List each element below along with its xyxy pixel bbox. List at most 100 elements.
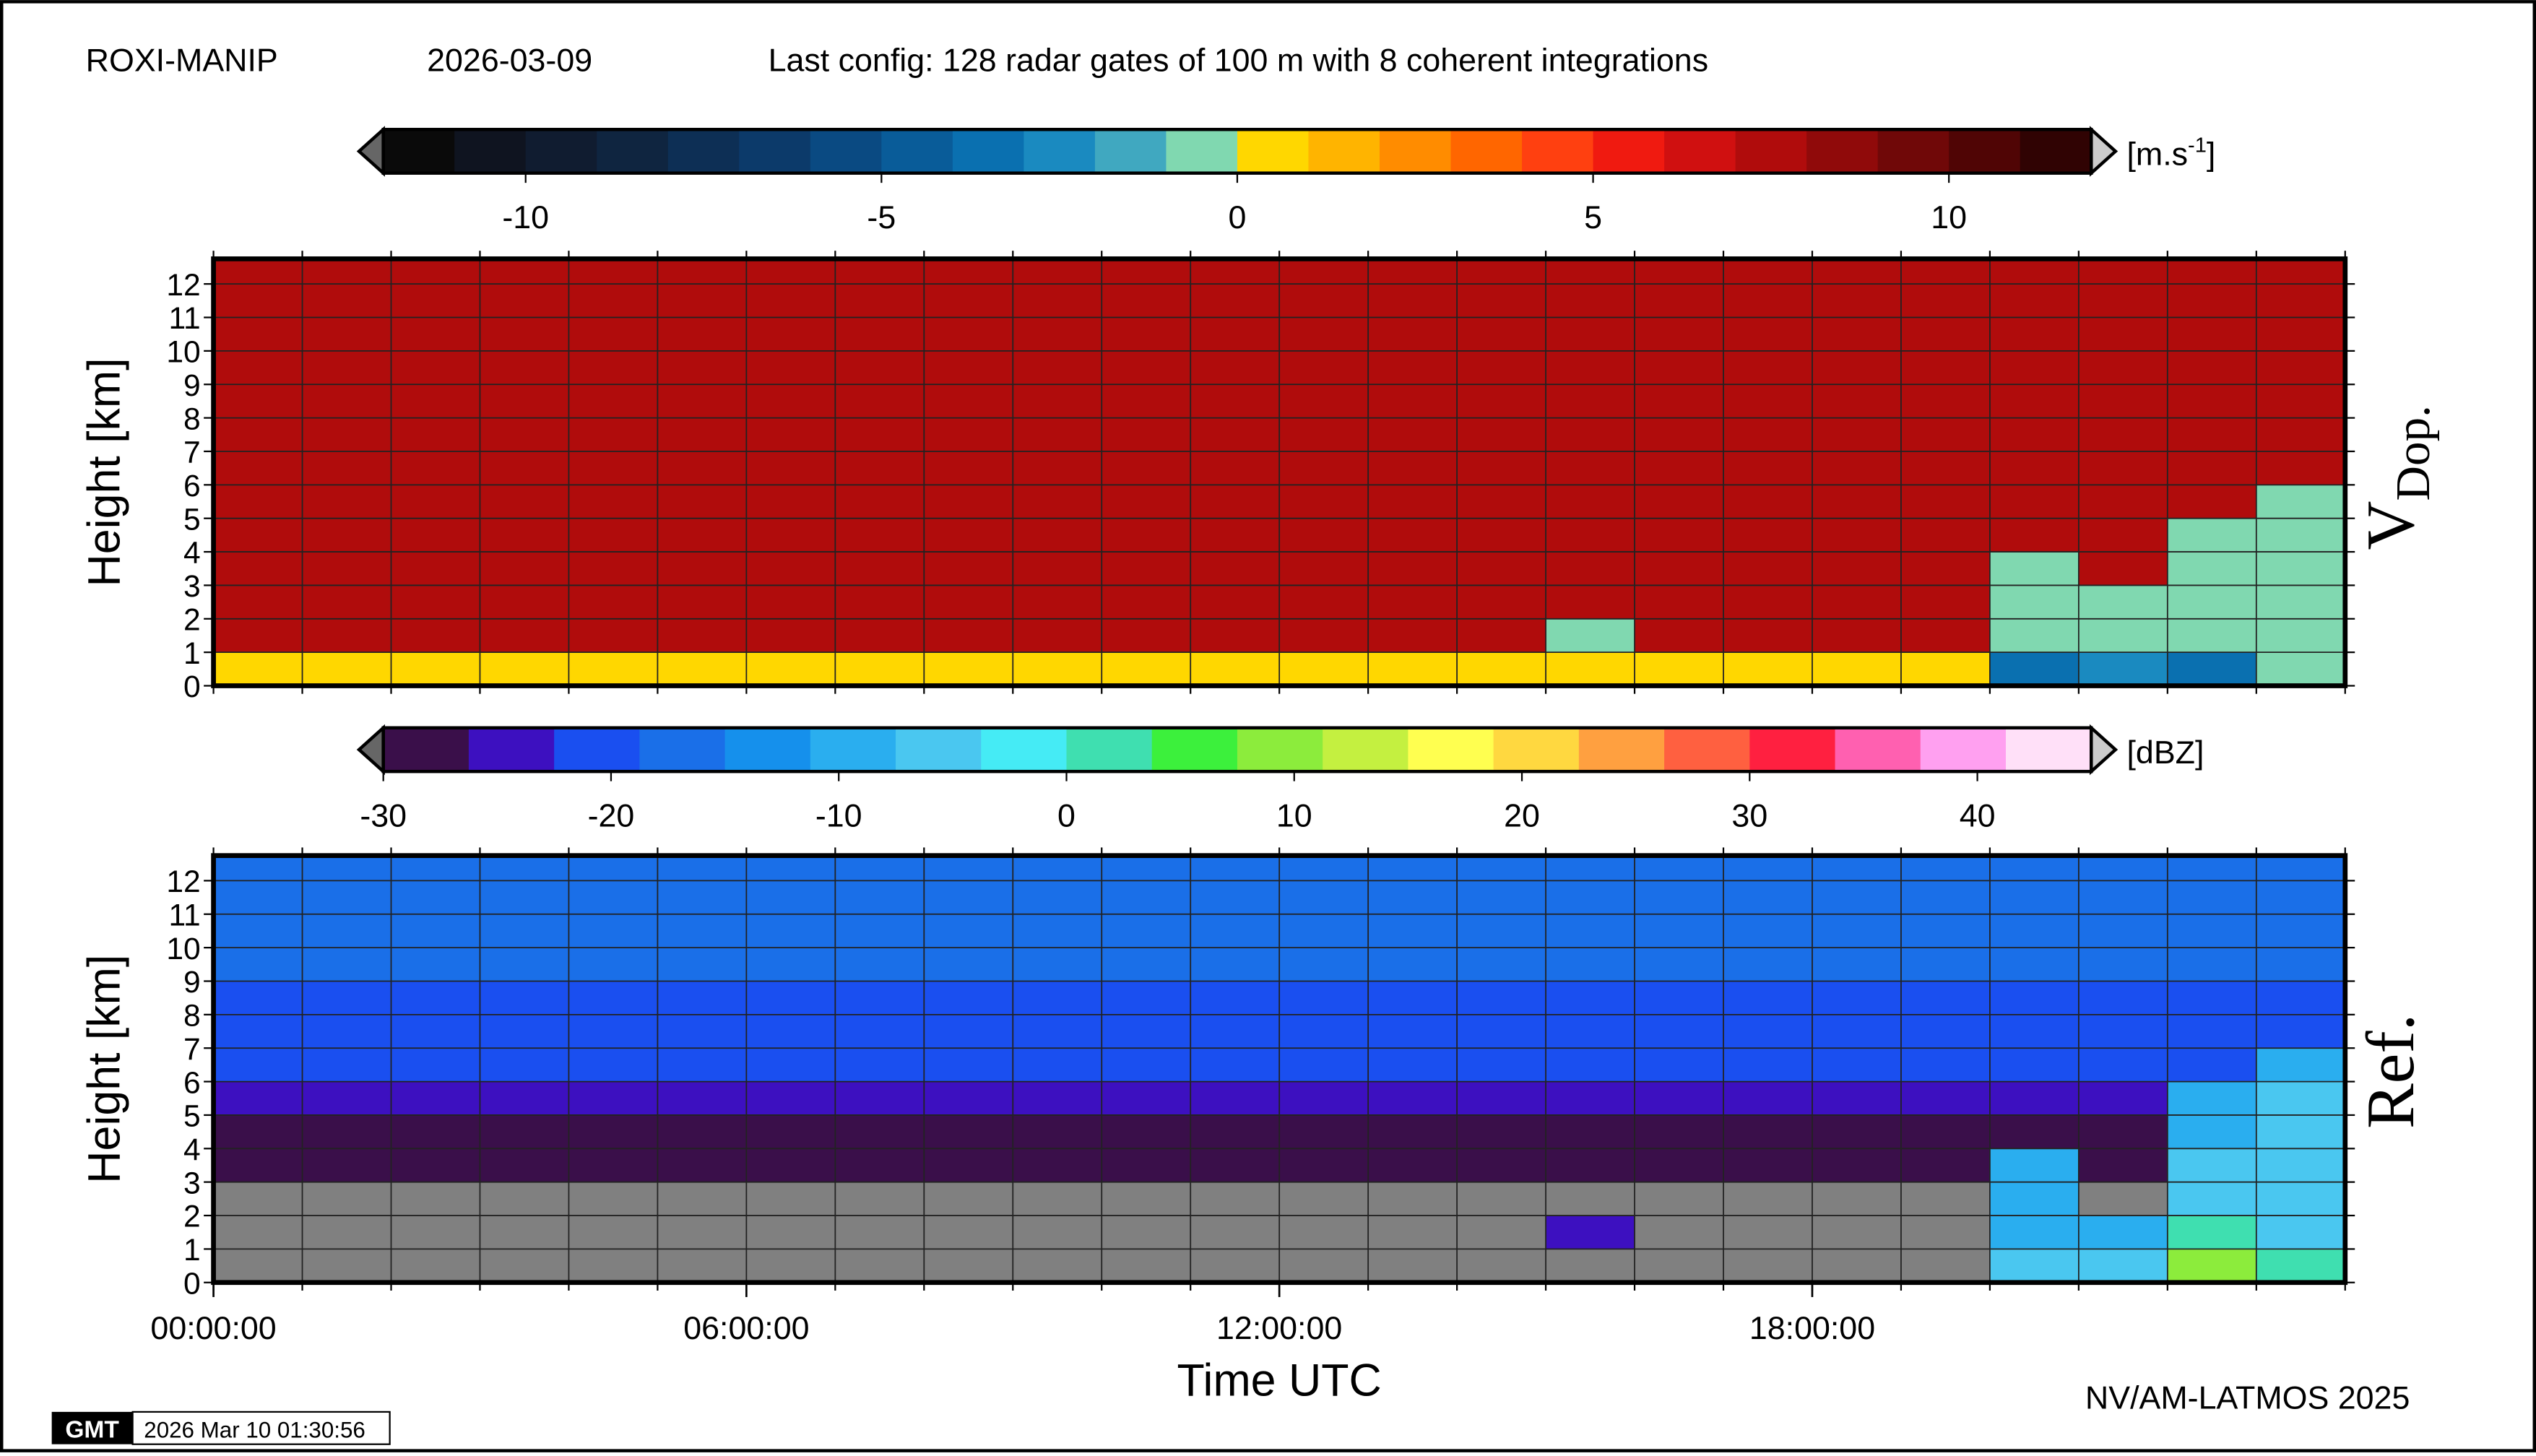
cell: [391, 1014, 481, 1049]
cell: [746, 855, 836, 882]
cell: [2256, 652, 2346, 687]
cell: [746, 652, 836, 687]
cell: [1989, 1114, 2080, 1149]
cell: [1723, 618, 1813, 653]
cell: [924, 914, 1013, 948]
cell: [480, 451, 570, 486]
cell: [2078, 485, 2168, 519]
cell: [1190, 948, 1280, 982]
cell: [1635, 981, 1724, 1015]
cell: [835, 855, 925, 882]
colorbar-tick-label: -10: [502, 199, 549, 235]
colorbar-tick-label: 10: [1276, 797, 1312, 833]
cell: [746, 1148, 836, 1183]
cell: [302, 981, 392, 1015]
cell: [480, 317, 570, 352]
cell: [1102, 317, 1191, 352]
credit: NV/AM-LATMOS 2025: [2085, 1379, 2410, 1416]
cell: [1102, 880, 1191, 915]
colorbar-tick-label: -20: [588, 797, 635, 833]
cell: [2256, 618, 2346, 653]
cell: [1812, 948, 1902, 982]
cell: [924, 948, 1013, 982]
cell: [1546, 855, 1635, 882]
cell: [2078, 384, 2168, 419]
cell: [2167, 981, 2257, 1015]
cell: [924, 1048, 1013, 1083]
cell: [302, 485, 392, 519]
cell: [1900, 1114, 1991, 1149]
cell: [1013, 451, 1102, 486]
cell: [2256, 1048, 2346, 1083]
cell: [2167, 417, 2257, 452]
cell: [1368, 317, 1458, 352]
cell: [1368, 417, 1458, 452]
cell: [1723, 652, 1813, 687]
cell: [1546, 1014, 1635, 1049]
cell: [480, 384, 570, 419]
cell: [302, 451, 392, 486]
y-tick-label: 10: [166, 335, 200, 370]
cell: [1812, 1048, 1902, 1083]
cell: [1368, 948, 1458, 982]
colorbar-segment: [2020, 129, 2092, 173]
cell: [2256, 1081, 2346, 1116]
cell: [1102, 1048, 1191, 1083]
cell: [1635, 1081, 1724, 1116]
cell: [1013, 652, 1102, 687]
cell: [1989, 1014, 2080, 1049]
colorbar-segment: [1024, 129, 1096, 173]
cell: [302, 914, 392, 948]
cell: [1723, 1048, 1813, 1083]
cell: [1989, 652, 2080, 687]
cell: [657, 652, 748, 687]
cell: [2256, 518, 2346, 552]
cell: [1723, 417, 1813, 452]
cell: [1102, 948, 1191, 982]
side-label: VDop.: [2353, 405, 2440, 550]
cell: [1190, 914, 1280, 948]
cell: [1368, 384, 1458, 419]
colorbar-segment: [468, 727, 555, 772]
cell: [480, 259, 570, 285]
cell: [2256, 1249, 2346, 1283]
cell: [568, 317, 659, 352]
cell: [1900, 417, 1991, 452]
cell: [1812, 485, 1902, 519]
colorbar-segment: [1094, 129, 1167, 173]
x-tick-label: 18:00:00: [1749, 1310, 1875, 1346]
cell: [1279, 1081, 1369, 1116]
cell: [1812, 1081, 1902, 1116]
cell: [1723, 855, 1813, 882]
cell: [1635, 948, 1724, 982]
cell: [302, 317, 392, 352]
cell: [924, 417, 1013, 452]
cell: [657, 350, 748, 385]
cell: [1723, 485, 1813, 519]
cell: [2078, 284, 2168, 318]
cell: [213, 652, 303, 687]
cell: [1013, 552, 1102, 586]
cell: [746, 451, 836, 486]
cell: [1190, 417, 1280, 452]
cell: [746, 1114, 836, 1149]
cell: [2167, 1148, 2257, 1183]
cell: [480, 518, 570, 552]
cell: [1635, 284, 1724, 318]
colorbar-segment: [1450, 129, 1523, 173]
y-tick-label: 0: [183, 670, 201, 704]
cell: [1013, 1081, 1102, 1116]
cell: [480, 350, 570, 385]
cell: [2167, 914, 2257, 948]
cell: [1546, 981, 1635, 1015]
cell: [1723, 948, 1813, 982]
cell: [568, 284, 659, 318]
cell: [391, 552, 481, 586]
cell: [568, 1014, 659, 1049]
cell: [1900, 1148, 1991, 1183]
cell: [1279, 1048, 1369, 1083]
colorbar-segment: [1408, 727, 1494, 772]
colorbar-segment: [597, 129, 669, 173]
cell: [1989, 317, 2080, 352]
